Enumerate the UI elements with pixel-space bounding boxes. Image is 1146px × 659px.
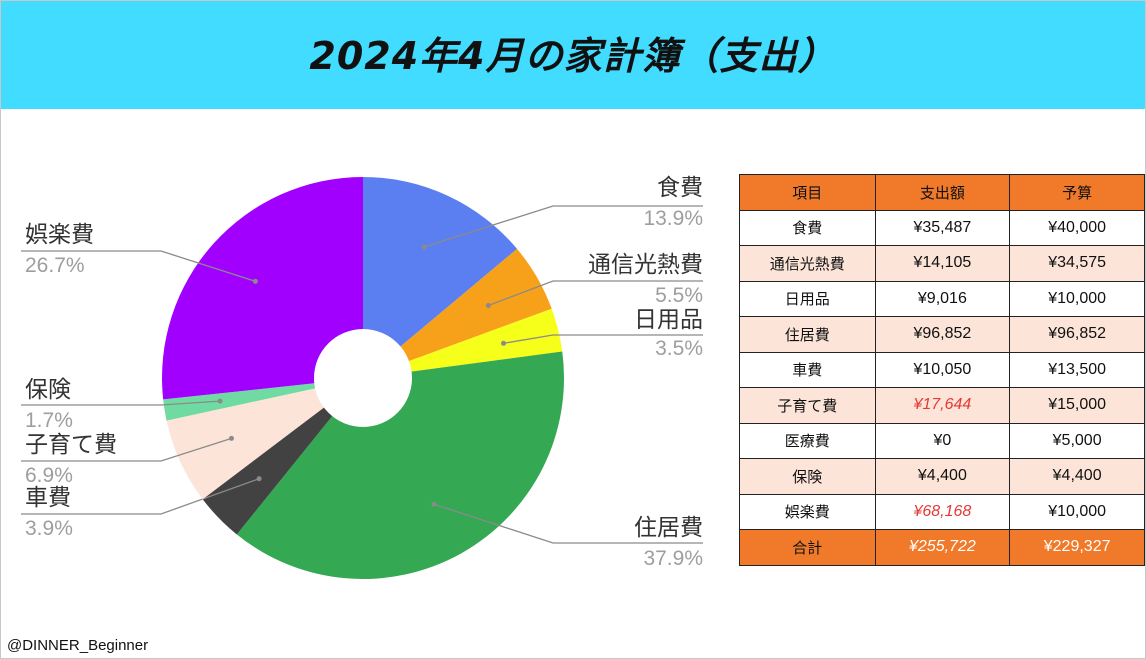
cell-spent: ¥4,400	[874, 458, 1011, 495]
leader-line-entertainment	[21, 250, 256, 282]
leader-line-utilities	[488, 280, 703, 307]
slice-pct-utilities: 5.5%	[655, 284, 703, 307]
leader-dot-childcare	[229, 435, 234, 441]
page-title: 2024年4月の家計簿（支出）	[309, 34, 837, 78]
cell-item: 日用品	[739, 280, 876, 317]
slice-pct-daily-goods: 3.5%	[655, 337, 703, 360]
slice-label-housing: 住居費	[634, 515, 703, 541]
cell-budget: ¥34,575	[1009, 245, 1145, 282]
cell-item: 医療費	[739, 422, 876, 459]
budget-table: 項目 支出額 予算 食費 ¥35,487 ¥40,000 通信光熱費 ¥14,105 ¥3…	[739, 174, 1145, 566]
cell-spent: ¥9,016	[874, 280, 1011, 317]
header-spent: 支出額	[874, 174, 1011, 211]
slice-pct-entertainment: 26.7%	[25, 254, 85, 277]
cell-spent: ¥96,852	[874, 316, 1011, 353]
table-row: 車費 ¥10,050 ¥13,500	[739, 351, 1145, 388]
slice-label-entertainment: 娯楽費	[25, 222, 94, 248]
cell-budget: ¥40,000	[1009, 209, 1145, 246]
title-banner: 2024年4月の家計簿（支出）	[1, 1, 1145, 109]
table-row: 娯楽費 ¥68,168 ¥10,000	[739, 493, 1145, 530]
slice-housing	[236, 351, 564, 579]
slice-childcare	[166, 378, 363, 500]
cell-item: 子育て費	[739, 387, 876, 424]
author-credit: @DINNER_Beginner	[7, 637, 149, 654]
cell-spent: ¥68,168	[874, 493, 1011, 530]
table-row: 医療費 ¥0 ¥5,000	[739, 422, 1145, 459]
cell-item: 住居費	[739, 316, 876, 353]
header-item: 項目	[739, 174, 876, 211]
cell-budget: ¥4,400	[1009, 458, 1145, 495]
cell-budget: ¥10,000	[1009, 493, 1145, 530]
slice-car	[202, 378, 363, 535]
leader-dot-entertainment	[252, 278, 258, 284]
table-row: 子育て費 ¥17,644 ¥15,000	[739, 387, 1145, 424]
cell-budget: ¥10,000	[1009, 280, 1145, 317]
cell-spent: ¥35,487	[874, 209, 1011, 246]
total-row: 合計 ¥255,722 ¥229,327	[739, 529, 1145, 566]
total-budget: ¥229,327	[1009, 529, 1145, 566]
total-spent: ¥255,722	[874, 529, 1011, 566]
cell-budget: ¥96,852	[1009, 316, 1145, 353]
slice-pct-insurance: 1.7%	[25, 409, 73, 432]
slice-utilities	[363, 248, 552, 378]
table-row: 食費 ¥35,487 ¥40,000	[739, 209, 1145, 246]
table-row: 住居費 ¥96,852 ¥96,852	[739, 316, 1145, 353]
leader-dot-utilities	[485, 303, 491, 308]
cell-budget: ¥15,000	[1009, 387, 1145, 424]
leader-line-food	[424, 205, 703, 248]
table-header-row: 項目 支出額 予算	[739, 174, 1145, 211]
leader-line-housing	[433, 503, 703, 544]
slice-food	[363, 177, 518, 378]
total-label: 合計	[739, 529, 876, 566]
leader-dot-car	[256, 476, 262, 482]
cell-item: 娯楽費	[739, 493, 876, 530]
cell-item: 食費	[739, 209, 876, 246]
table-row: 保険 ¥4,400 ¥4,400	[739, 458, 1145, 495]
slice-label-utilities: 通信光熱費	[588, 252, 703, 278]
leader-line-daily-goods	[503, 334, 703, 344]
leader-dot-housing	[431, 501, 437, 507]
leader-dot-daily-goods	[501, 340, 506, 346]
leader-line-childcare	[21, 437, 232, 462]
leader-line-car	[21, 478, 260, 515]
donut-hole	[314, 329, 412, 427]
cell-item: 保険	[739, 458, 876, 495]
cell-spent: ¥10,050	[874, 351, 1011, 388]
slice-pct-housing: 37.9%	[643, 547, 703, 570]
header-budget: 予算	[1009, 174, 1145, 211]
cell-spent: ¥14,105	[874, 245, 1011, 282]
cell-item: 通信光熱費	[739, 245, 876, 282]
slice-label-daily-goods: 日用品	[634, 307, 703, 333]
slice-pct-car: 3.9%	[25, 517, 73, 540]
slice-label-food: 食費	[657, 175, 703, 201]
slice-entertainment	[162, 177, 363, 400]
cell-spent: ¥17,644	[874, 387, 1011, 424]
slice-label-car: 車費	[25, 485, 71, 511]
table-row: 日用品 ¥9,016 ¥10,000	[739, 280, 1145, 317]
slice-pct-childcare: 6.9%	[25, 464, 73, 487]
slice-label-childcare: 子育て費	[25, 432, 117, 458]
cell-spent: ¥0	[874, 422, 1011, 459]
cell-item: 車費	[739, 351, 876, 388]
table-row: 通信光熱費 ¥14,105 ¥34,575	[739, 245, 1145, 282]
slice-pct-food: 13.9%	[643, 207, 703, 230]
leader-line-insurance	[21, 400, 221, 406]
leader-dot-food	[421, 244, 427, 250]
cell-budget: ¥13,500	[1009, 351, 1145, 388]
cell-budget: ¥5,000	[1009, 422, 1145, 459]
slice-daily-goods	[363, 308, 563, 378]
slice-label-insurance: 保険	[25, 377, 71, 403]
slice-insurance	[163, 378, 363, 421]
leader-dot-insurance	[217, 398, 223, 404]
